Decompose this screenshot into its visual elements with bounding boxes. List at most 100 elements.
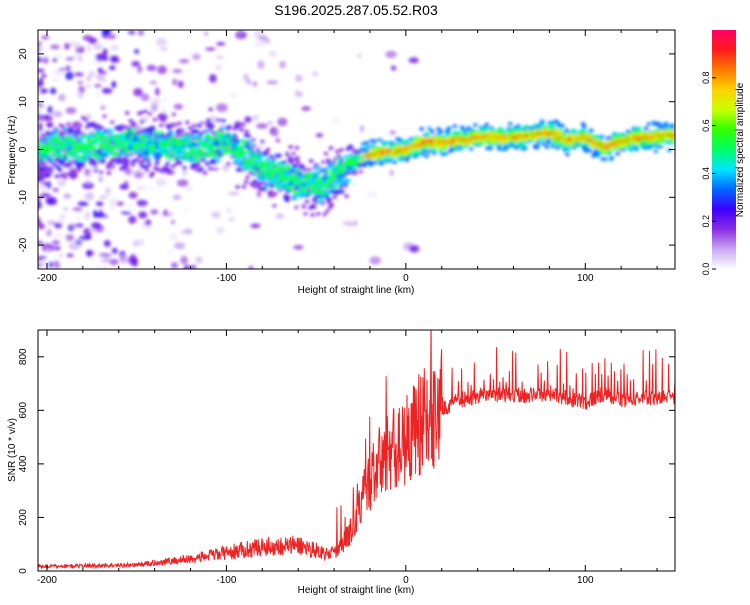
spectrogram-band-cell [589,128,594,133]
spectrogram-band-cell [276,163,281,167]
spectrogram-peak-blob [294,185,300,189]
spectrogram-band-cell [109,129,114,134]
spectrogram-band-cell [235,185,240,189]
spectrogram-band-cell [79,161,85,166]
spectrogram-band-cell [345,147,351,151]
spectrogram-noise-blob [137,30,145,37]
spectrogram-band-cell [539,123,545,127]
spectrogram-noise-blob [65,57,74,61]
spectrogram-band-cell [178,132,184,137]
spectrogram-band-cell [262,161,267,166]
spectrogram-band-cell [268,154,274,159]
spectrogram-band-cell [436,127,441,131]
spectrogram-band-cell [100,145,105,150]
spectrogram-noise-blob [95,201,104,207]
spectrogram-band-cell [488,146,494,150]
spectrogram-noise-blob [136,199,148,207]
spectrogram-band-cell [248,144,254,149]
spectrogram-band-cell [214,153,219,157]
spectrogram-core-cell [418,144,422,147]
spectrogram-band-cell [143,136,148,140]
spectrogram-peak-blob [222,142,228,146]
y-tick-label: 800 [18,348,29,365]
spectrogram-band-cell [334,190,339,195]
spectrogram-band-cell [377,137,383,142]
y-tick-label: -10 [18,190,29,205]
spectrogram-peak-blob [250,153,254,156]
spectrogram-noise-blob [78,235,91,241]
spectrogram-peak-blob [233,137,237,142]
spectrogram-band-cell [293,164,298,169]
spectrogram-band-cell [53,152,58,157]
spectrogram-band-cell [171,112,177,117]
spectrogram-noise-blob [172,69,183,73]
spectrogram-band-cell [151,126,156,131]
spectrogram-band-cell [88,122,93,127]
spectrogram-band-cell [285,163,291,168]
spectrogram-band-cell [39,166,44,171]
spectrogram-peak-blob [257,157,262,162]
spectrogram-peak-blob [145,146,150,151]
spectrogram-band-cell [229,134,234,138]
spectrogram-noise-blob [301,106,311,111]
spectrogram-band-cell [46,132,51,136]
spectrogram-band-cell [301,205,307,209]
spectrogram-ylabel: Frequency (Hz) [7,116,18,185]
spectrogram-band-cell [115,151,120,156]
spectrogram-band-cell [92,160,97,165]
spectrogram-band-cell [292,196,298,201]
spectrogram-noise-blob [131,60,141,67]
spectrogram-noise-blob [41,73,47,79]
spectrogram-band-cell [265,157,270,162]
spectrogram-noise-blob [172,78,177,86]
spectrogram-band-cell [103,148,109,153]
spectrogram-band-cell [42,136,48,141]
spectrogram-peak-blob [153,134,158,139]
spectrogram-marks [38,30,675,269]
spectrogram-band-cell [638,144,643,148]
spectrogram-band-cell [95,132,101,137]
y-tick-label: 200 [18,509,29,526]
spectrogram-peak-blob [253,166,258,170]
spectrogram-noise-blob [268,120,273,125]
spectrogram-band-cell [294,145,300,150]
spectrogram-noise-blob [92,210,98,218]
spectrogram-noise-blob [58,67,67,72]
spectrogram-noise-blob [93,43,103,51]
spectrogram-noise-blob [50,87,57,95]
spectrogram-peak-blob [190,142,197,147]
spectrogram-band-cell [497,127,503,132]
spectrogram-band-cell [277,153,282,158]
spectrogram-band-cell [430,144,435,149]
spectrogram-band-cell [579,143,584,147]
spectrogram-band-cell [241,122,246,127]
spectrogram-noise-blob [68,242,80,251]
spectrogram-band-cell [63,128,68,132]
spectrogram-noise-blob [150,209,159,215]
spectrogram-xlabel: Height of straight line (km) [298,285,415,296]
spectrogram-noise-blob [38,255,43,262]
spectrogram-noise-blob [66,253,74,258]
y-tick-label: 600 [18,402,29,419]
spectrogram-band-cell [329,162,334,167]
spectrogram-band-cell [283,176,288,180]
spectrogram-band-cell [500,131,505,136]
spectrogram-noise-blob [86,76,91,81]
spectrogram-peak-blob [163,149,168,153]
spectrogram-band-cell [626,129,631,134]
spectrogram-band-cell [432,151,437,155]
spectrogram-band-cell [387,159,392,163]
spectrogram-band-cell [59,134,65,139]
spectrogram-band-cell [131,159,136,163]
spectrogram-band-cell [177,121,182,126]
spectrogram-band-cell [325,191,331,196]
spectrogram-band-cell [653,142,659,146]
spectrogram-band-cell [615,151,620,156]
spectrogram-noise-blob [173,103,184,110]
spectrogram-band-cell [107,137,112,142]
spectrogram-band-cell [93,169,99,173]
spectrogram-band-cell [247,139,252,143]
spectrogram-band-cell [134,157,140,162]
spectrogram-peak-blob [119,151,125,155]
spectrogram-band-cell [209,126,214,130]
